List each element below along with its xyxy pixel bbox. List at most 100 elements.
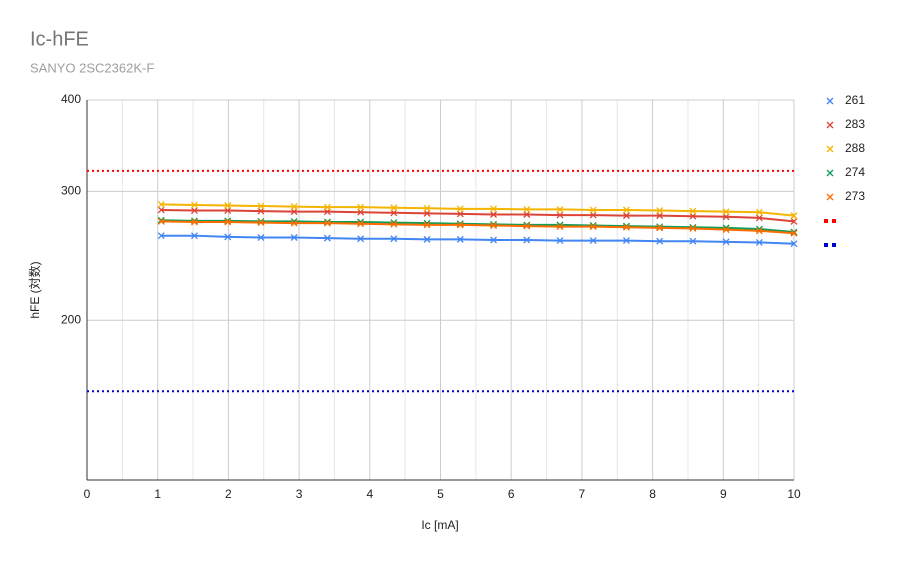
point <box>290 219 298 227</box>
point <box>224 207 232 214</box>
legend-marker <box>826 145 834 153</box>
marker-stroke <box>556 211 564 219</box>
marker-stroke <box>722 208 730 216</box>
marker-stroke <box>157 216 165 224</box>
point <box>589 237 597 245</box>
marker-stroke <box>589 206 597 214</box>
marker-stroke <box>357 208 365 216</box>
marker-stroke <box>191 207 198 214</box>
point <box>456 235 464 243</box>
marker-stroke <box>224 202 232 209</box>
marker-stroke <box>224 233 232 241</box>
marker-stroke <box>826 169 834 177</box>
point <box>224 233 232 241</box>
point <box>722 213 730 221</box>
marker-stroke <box>290 203 298 211</box>
point <box>157 200 165 208</box>
point <box>157 232 165 240</box>
x-tick-label: 3 <box>296 487 303 501</box>
marker-stroke <box>357 203 365 211</box>
point <box>556 237 564 245</box>
point <box>523 205 531 213</box>
marker-stroke <box>556 223 564 231</box>
marker-stroke <box>490 236 497 244</box>
point <box>423 204 431 212</box>
point <box>423 221 431 229</box>
marker-stroke <box>622 223 630 231</box>
x-tick-label: 4 <box>366 487 373 501</box>
marker-stroke <box>790 240 798 248</box>
x-tick-label: 1 <box>154 487 161 501</box>
point <box>157 206 165 214</box>
point <box>191 232 198 240</box>
marker-stroke <box>826 121 834 129</box>
marker-stroke <box>191 201 198 209</box>
marker-stroke <box>490 211 497 218</box>
point <box>556 211 564 219</box>
point <box>191 218 198 226</box>
point <box>622 223 630 231</box>
point <box>257 234 265 241</box>
x-tick-label: 5 <box>437 487 444 501</box>
legend-label: 261 <box>845 93 865 107</box>
marker-stroke <box>390 209 398 217</box>
point <box>390 209 398 217</box>
point <box>257 207 265 215</box>
point <box>423 235 431 243</box>
marker-stroke <box>423 221 431 229</box>
legend-swatch <box>824 219 828 223</box>
point <box>390 204 398 212</box>
marker-stroke <box>290 219 298 227</box>
marker-stroke <box>523 222 531 230</box>
y-tick-label: 300 <box>61 184 81 198</box>
marker-stroke <box>523 236 531 244</box>
point <box>755 214 763 222</box>
y-tick-label: 400 <box>61 92 81 106</box>
point <box>589 211 597 219</box>
point <box>790 212 798 220</box>
y-tick-label: 200 <box>61 312 81 326</box>
marker-stroke <box>323 203 331 211</box>
legend-label: 288 <box>845 141 865 155</box>
marker-stroke <box>589 211 597 219</box>
x-tick-label: 9 <box>720 487 727 501</box>
point <box>456 210 464 218</box>
marker-stroke <box>556 237 564 245</box>
point <box>722 208 730 216</box>
point <box>490 222 497 229</box>
point <box>490 211 497 218</box>
series-line <box>161 219 795 234</box>
marker-stroke <box>722 226 730 234</box>
marker-stroke <box>790 212 798 220</box>
legend-label: 274 <box>845 165 865 179</box>
marker-stroke <box>689 212 697 220</box>
legend-marker <box>826 169 834 177</box>
legend-swatch <box>824 243 828 247</box>
marker-stroke <box>390 220 398 228</box>
marker-stroke <box>157 206 165 214</box>
chart-subtitle: SANYO 2SC2362K-F <box>30 60 154 75</box>
x-tick-label: 6 <box>508 487 515 501</box>
marker-stroke <box>423 235 431 243</box>
point <box>157 217 165 225</box>
marker-stroke <box>224 218 232 226</box>
marker-stroke <box>257 202 265 210</box>
point <box>191 201 198 209</box>
point <box>390 220 398 228</box>
marker-stroke <box>589 237 597 245</box>
legend-label: 283 <box>845 117 865 131</box>
point <box>323 219 331 227</box>
point <box>790 229 798 237</box>
point <box>257 202 265 210</box>
point <box>656 224 664 232</box>
marker-stroke <box>257 207 265 215</box>
point <box>323 203 331 211</box>
point <box>755 227 763 235</box>
point <box>755 238 763 246</box>
marker-stroke <box>357 235 365 243</box>
marker-stroke <box>423 204 431 212</box>
marker-stroke <box>323 219 331 227</box>
marker-stroke <box>622 206 630 214</box>
point <box>290 203 298 211</box>
marker-stroke <box>490 222 497 229</box>
